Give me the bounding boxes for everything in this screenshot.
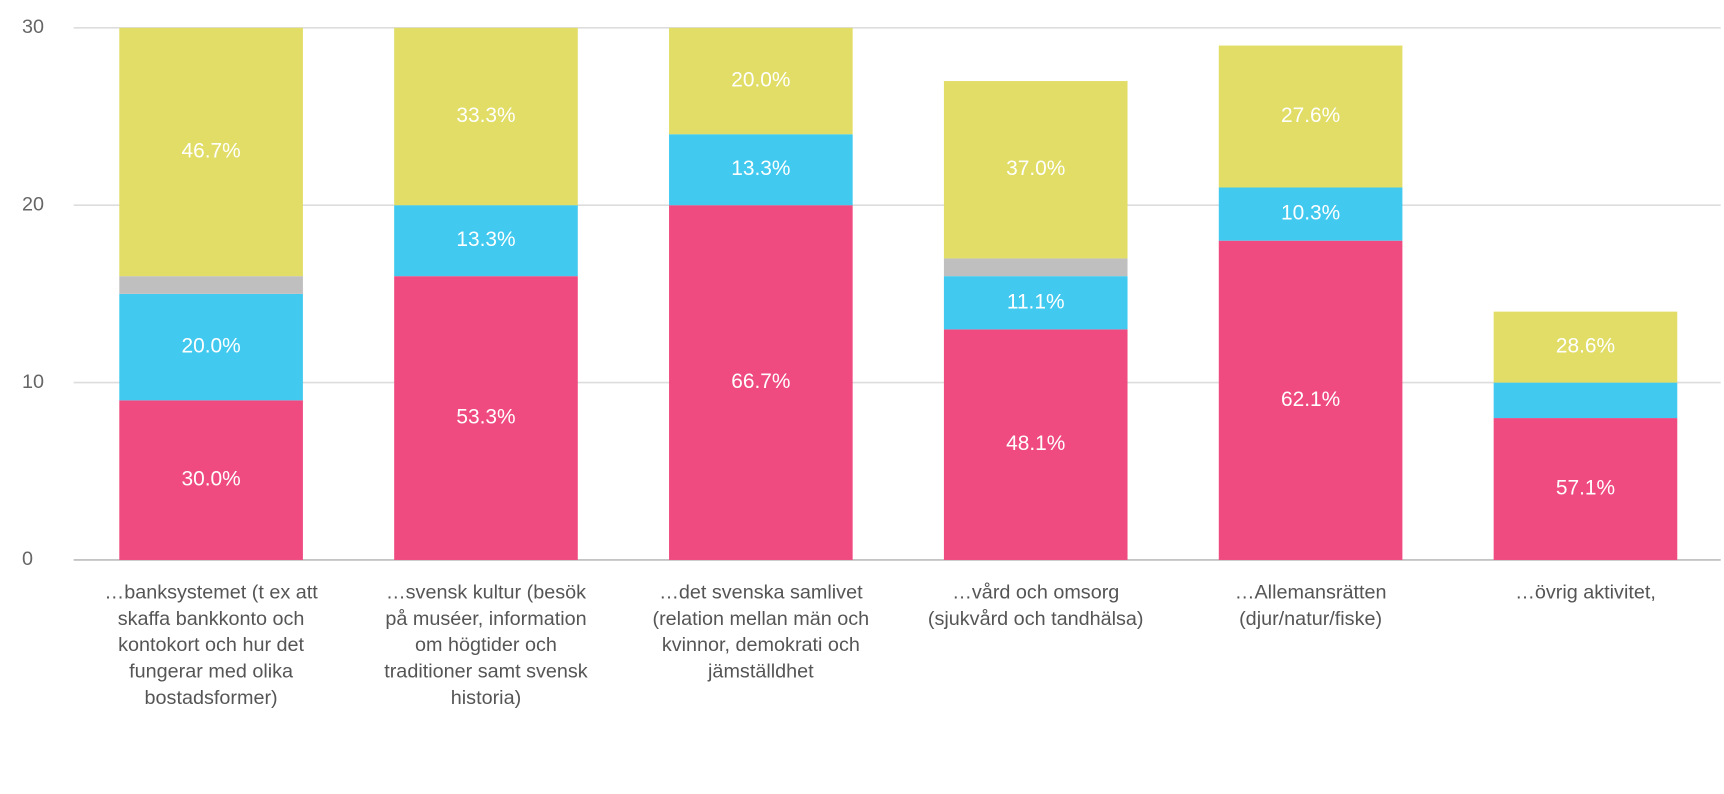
data-label: 28.6%: [1556, 335, 1615, 358]
bar-segment: [394, 205, 578, 277]
bar-segment: [1493, 311, 1678, 383]
x-tick-label: …svensk kultur (besök på muséer, informa…: [384, 580, 588, 709]
data-label: 62.1%: [1281, 388, 1340, 411]
bar-segment: [943, 329, 1128, 560]
x-tick-label: …övrig aktivitet,: [1515, 580, 1656, 603]
x-tick-label: …Allemansrätten (djur/natur/fiske): [1234, 580, 1387, 630]
data-label: 53.3%: [456, 406, 515, 429]
bar-segment: [669, 27, 853, 135]
bar-segment: [943, 258, 1128, 277]
data-label: 48.1%: [1006, 432, 1065, 455]
x-tick-label-box: …banksystemet (t ex att skaffa bankkonto…: [104, 580, 318, 709]
bar-segment: [119, 276, 303, 294]
x-tick-label-box: …Allemansrätten (djur/natur/fiske): [1234, 580, 1387, 630]
data-label: 20.0%: [182, 335, 241, 358]
data-label: 27.6%: [1281, 104, 1340, 127]
bar-segment: [669, 205, 853, 560]
bar-segment: [119, 400, 303, 560]
bar-segment: [943, 81, 1128, 259]
bar-segment: [394, 27, 578, 206]
x-tick-label: …det svenska samlivet (relation mellan m…: [652, 580, 870, 683]
bar-segment: [394, 276, 578, 560]
bar-segment: [943, 276, 1128, 330]
x-tick-label-box: …övrig aktivitet,: [1515, 580, 1656, 603]
y-tick-label: 30: [22, 16, 44, 38]
bar-segment: [1493, 418, 1678, 560]
x-tick-label-box: …vård och omsorg (sjukvård och tandhälsa…: [927, 580, 1144, 630]
bar-segment: [1218, 45, 1403, 188]
data-label: 13.3%: [456, 228, 515, 251]
data-label: 13.3%: [731, 157, 790, 180]
y-tick-label: 10: [22, 371, 44, 393]
y-tick-label: 20: [22, 193, 44, 215]
data-label: 30.0%: [182, 468, 241, 491]
x-tick-label: …banksystemet (t ex att skaffa bankkonto…: [104, 580, 318, 709]
data-label: 57.1%: [1556, 477, 1615, 500]
bar-segment: [1493, 382, 1678, 419]
bar-segment: [1218, 187, 1403, 241]
bar-segment: [119, 293, 303, 401]
y-tick-label: 0: [22, 548, 33, 570]
bar-segment: [119, 27, 303, 277]
data-label: 37.0%: [1006, 157, 1065, 180]
data-label: 66.7%: [731, 370, 790, 393]
data-label: 20.0%: [731, 69, 790, 92]
data-label: 10.3%: [1281, 202, 1340, 225]
x-tick-label-box: …svensk kultur (besök på muséer, informa…: [384, 580, 588, 709]
data-label: 11.1%: [1007, 290, 1065, 313]
data-label: 46.7%: [182, 140, 241, 163]
data-label: 33.3%: [456, 104, 515, 127]
x-tick-label: …vård och omsorg (sjukvård och tandhälsa…: [927, 580, 1144, 630]
x-tick-label-box: …det svenska samlivet (relation mellan m…: [652, 580, 870, 683]
bar-segment: [669, 134, 853, 206]
bar-segment: [1218, 240, 1403, 560]
